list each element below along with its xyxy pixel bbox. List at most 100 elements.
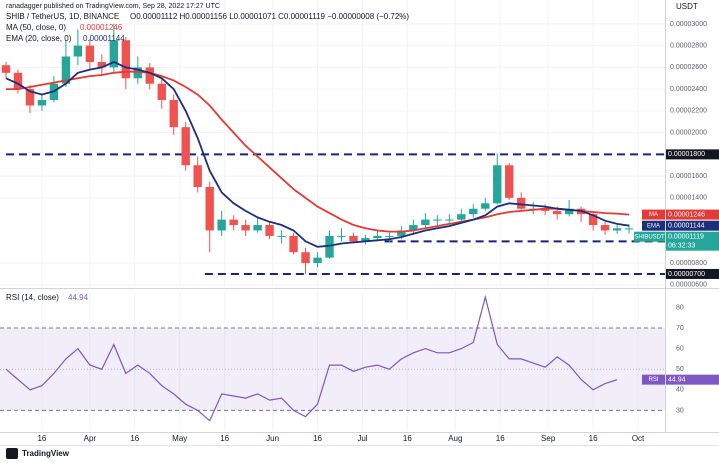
candle-body (205, 186, 214, 231)
candle-body (229, 219, 238, 226)
rsi-tick-label: 50 (676, 366, 684, 373)
logo-icon (6, 448, 18, 459)
candle-body (193, 165, 202, 187)
candle-body (600, 225, 610, 231)
price-tag-box (666, 231, 719, 251)
candle-body (85, 45, 95, 62)
y-tick-label: 0.00000800 (670, 260, 707, 267)
indicator-name-tag: EMA (647, 223, 660, 229)
candle-body (265, 225, 274, 236)
candle-body (624, 228, 634, 230)
rsi-band (0, 328, 665, 411)
y-tick-label: 0.00003000 (670, 21, 707, 28)
rsi-tick-label: 40 (676, 387, 684, 394)
candle-body (13, 72, 23, 90)
rsi-tick-label: 60 (676, 345, 684, 352)
candle-body (540, 208, 550, 211)
indicator-tag: 0.00001144 (668, 223, 705, 230)
price-tag: 0.00001119 (668, 234, 704, 241)
candle-body (361, 238, 370, 242)
candle-body (313, 257, 322, 264)
rsi-legend-value: 44.94 (68, 293, 89, 302)
candle-body (349, 235, 358, 242)
candle-body (1, 65, 11, 73)
candle-body (169, 100, 178, 128)
candle-body (385, 235, 394, 237)
level-tag-box (666, 268, 719, 279)
candle-body (337, 235, 346, 237)
x-tick-label: Aug (448, 434, 462, 443)
x-tick-label: 16 (589, 434, 598, 443)
ema-legend-value: 0.00001144 (83, 34, 125, 43)
y-tick-label: 0.00002800 (670, 43, 707, 50)
candle-body (564, 208, 574, 215)
candle-body (397, 230, 406, 236)
plot (1, 23, 665, 422)
indicator-line (5, 61, 630, 248)
candle-body (517, 197, 526, 209)
y-tick-label: 0.00001600 (670, 173, 707, 180)
indicator-tag: 0.00001246 (668, 211, 705, 218)
candle-body (253, 225, 262, 231)
labels: ranadagger published on TradingView.com,… (6, 2, 719, 459)
x-tick-label: May (172, 434, 187, 443)
grid (0, 0, 665, 431)
candle-body (289, 235, 298, 253)
level-tag: 0.00000700 (668, 271, 705, 278)
candle-body (121, 40, 131, 79)
candle-body (373, 235, 382, 239)
y-tick-label: 0.00002200 (670, 108, 707, 115)
x-tick-label: Jun (266, 434, 279, 443)
candle-body (481, 203, 490, 209)
rsi-tick-label: 70 (676, 325, 684, 332)
x-tick-label: Apr (84, 434, 97, 443)
x-tick-label: Sep (541, 434, 556, 443)
y-tick-label: 0.00002400 (670, 86, 707, 93)
level-tag: 0.00001800 (668, 151, 705, 158)
rsi-tick-label: 30 (676, 407, 684, 414)
x-tick-label: Jul (357, 434, 367, 443)
candle-body (73, 45, 83, 57)
indicator-tag-box (666, 209, 719, 220)
symbol-tag: SHIBUSDT (634, 234, 665, 240)
rsi-tag: 44.94 (668, 376, 686, 383)
candle-body (493, 165, 502, 204)
candle-body (421, 219, 430, 226)
watermark: TradingView (22, 449, 70, 458)
y-tick-label: 0.00002600 (670, 64, 707, 71)
x-tick-label: 16 (220, 434, 229, 443)
indicator-name-tag-box (642, 209, 665, 220)
candle-body (409, 225, 418, 231)
candle-body (241, 225, 250, 231)
x-tick-label: Oct (632, 434, 645, 443)
x-tick-label: 16 (37, 434, 46, 443)
candle-body (552, 210, 562, 215)
candle-body (181, 127, 190, 166)
candle-body (157, 83, 166, 101)
candle-body (145, 67, 154, 84)
candle-body (445, 219, 454, 221)
countdown: 06:32:33 (668, 243, 695, 250)
ohlc-summary: O0.00001112 H0.00001156 L0.00001071 C0.0… (130, 12, 409, 21)
publisher: ranadagger published on TradingView.com,… (6, 3, 220, 10)
candle-body (217, 219, 226, 231)
candle-body (25, 89, 35, 106)
rsi-name-tag: RSI (648, 377, 658, 383)
candle-body (109, 40, 119, 68)
symbol-tag-box (634, 231, 665, 242)
ma-legend-value: 0.00001246 (80, 23, 123, 32)
currency: USDT (676, 2, 698, 11)
candle-body (61, 56, 71, 84)
candle-body (469, 208, 478, 215)
ma-legend: MA (50, close, 0) (6, 23, 66, 32)
ema-legend: EMA (20, close, 0) (6, 34, 72, 43)
x-tick-label: 16 (496, 434, 505, 443)
y-tick-label: 0.00002000 (670, 129, 707, 136)
candle-body (301, 252, 310, 264)
x-tick-label: 16 (130, 434, 139, 443)
indicator-tag-box (666, 220, 719, 231)
candle-body (433, 219, 442, 221)
chart-title: SHIB / TetherUS, 1D, BINANCE (6, 12, 119, 21)
